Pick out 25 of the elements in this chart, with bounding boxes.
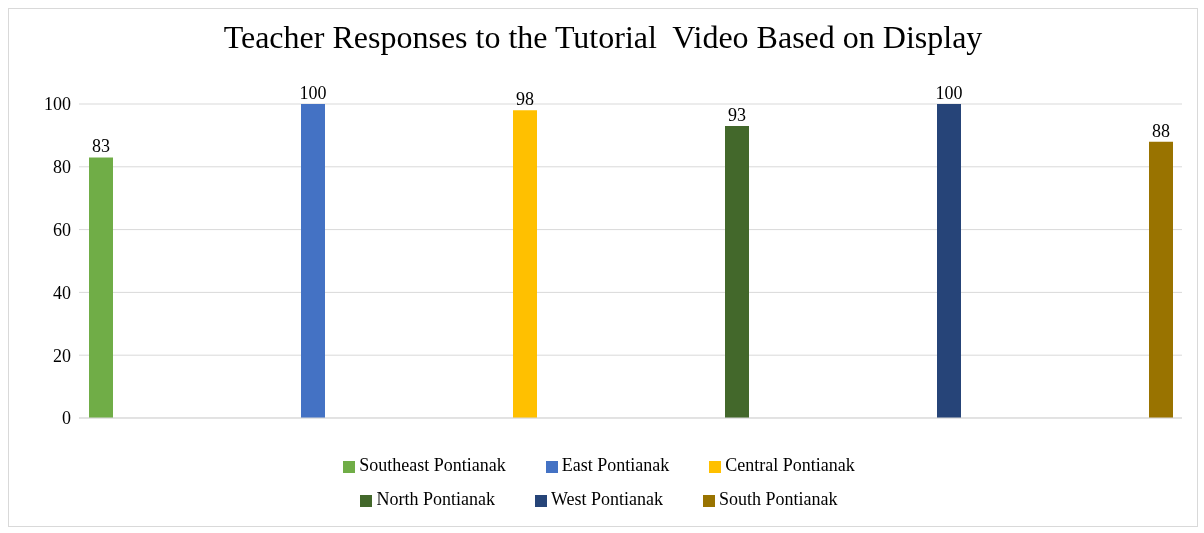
- bar: [1149, 141, 1173, 418]
- y-tick-label: 40: [53, 282, 71, 303]
- legend-label: North Pontianak: [376, 489, 495, 509]
- bar: [937, 104, 961, 418]
- legend-label: South Pontianak: [719, 489, 838, 509]
- bar: [513, 110, 537, 418]
- y-tick-label: 80: [53, 157, 71, 178]
- y-tick-label: 0: [62, 408, 71, 429]
- legend-label: East Pontianak: [561, 455, 670, 475]
- data-label: 93: [728, 104, 746, 125]
- y-tick-label: 20: [53, 345, 71, 366]
- data-label: 98: [516, 89, 534, 110]
- data-label: 83: [92, 136, 110, 157]
- legend-label: West Pontianak: [550, 489, 664, 509]
- chart-title: Teacher Responses to the Tutorial Video Based on Display: [222, 19, 984, 56]
- data-label: 100: [299, 83, 327, 103]
- y-tick-label: 60: [53, 219, 71, 240]
- legend-label: Southeast Pontianak: [359, 455, 506, 475]
- legend-label: Central Pontianak: [725, 455, 855, 475]
- bar: [301, 104, 325, 418]
- data-label: 100: [935, 83, 963, 103]
- bar: [89, 157, 113, 418]
- y-tick-label: 100: [44, 94, 71, 115]
- data-label: 88: [1152, 120, 1170, 141]
- bar: [725, 125, 749, 418]
